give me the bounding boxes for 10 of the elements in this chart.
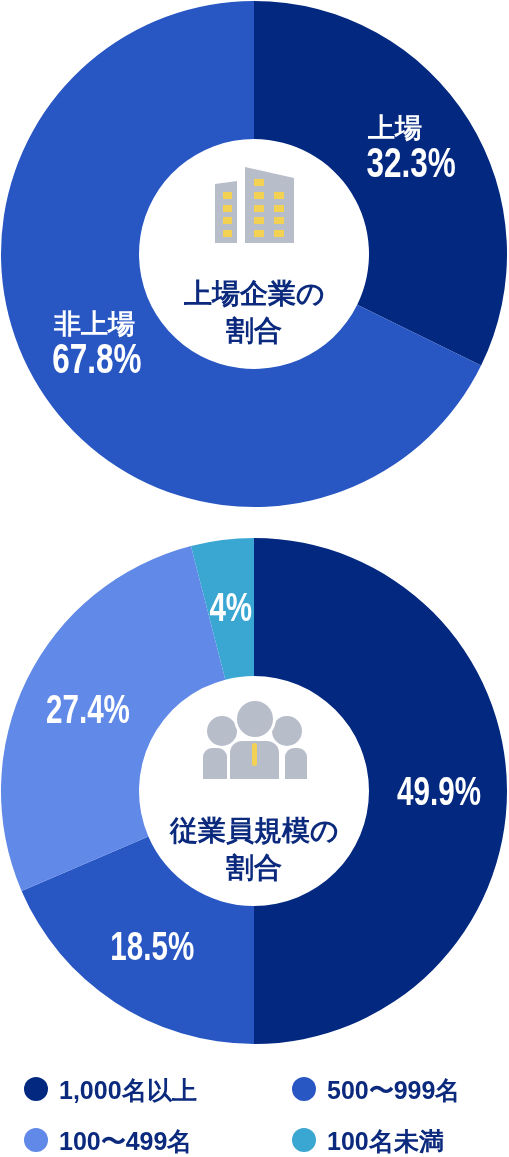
data-label: 27.4% — [45, 687, 130, 732]
data-label: 18.5% — [110, 923, 195, 968]
text: 上場企業の割合 — [182, 278, 325, 346]
text: 従業員規模の割合 — [168, 815, 339, 883]
legend-label: 500〜999名 — [327, 1076, 461, 1104]
legend-label: 100〜499名 — [59, 1127, 193, 1155]
legend-label: 100名未満 — [327, 1127, 444, 1155]
legend-label: 1,000名以上 — [59, 1076, 197, 1104]
data-label: 4% — [209, 585, 253, 630]
data-label: 49.9% — [397, 768, 481, 813]
